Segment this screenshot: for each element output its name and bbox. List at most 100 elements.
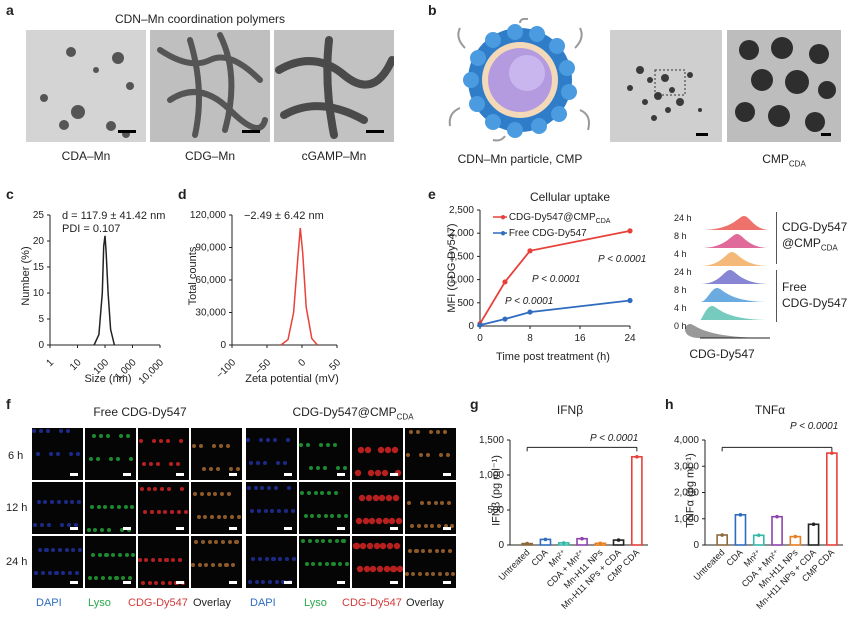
microscopy-image [138, 482, 189, 534]
cell [153, 487, 157, 491]
scale-bar [390, 581, 398, 584]
y-tick-label: 1,000 [674, 514, 699, 525]
hist-row-label-0: 24 h [674, 213, 692, 223]
cell [165, 558, 169, 562]
bar [807, 523, 820, 546]
y-tick-label: 0 [498, 540, 504, 551]
cell [385, 494, 393, 502]
y-tick-label: 1,000 [449, 275, 474, 286]
cell [274, 486, 278, 490]
cell [197, 515, 201, 519]
microscopy-grid [32, 428, 456, 590]
cell [286, 438, 290, 442]
cell [77, 500, 81, 504]
cell [382, 517, 390, 525]
cell [38, 548, 42, 552]
cell [258, 557, 262, 561]
cell [176, 462, 180, 466]
cell [326, 443, 330, 447]
cell [171, 558, 175, 562]
microscopy-image [246, 536, 297, 588]
cell [316, 466, 320, 470]
f-col-lyso-2: Lyso [304, 597, 327, 609]
cell [325, 562, 329, 566]
cell [75, 571, 79, 575]
cell [386, 542, 394, 550]
bar-point [830, 451, 834, 455]
cell [201, 540, 205, 544]
cell [68, 571, 72, 575]
cell [417, 524, 421, 528]
legend-cmp: ● CDG-Dy547@CMPCDA [500, 212, 611, 225]
cell [354, 469, 362, 477]
cell [216, 467, 220, 471]
cell [129, 457, 133, 461]
cell [143, 510, 147, 514]
f-row-6h: 6 h [8, 450, 24, 462]
cell [260, 486, 264, 490]
scale-bar [390, 473, 398, 476]
cell [194, 540, 198, 544]
cell [98, 553, 102, 557]
cell [438, 572, 442, 576]
cell [231, 563, 235, 567]
panel-h-title: TNFα [754, 403, 786, 417]
hist-group-free-2: CDG-Dy547 [782, 296, 848, 310]
f-group-free: Free CDG-Dy547 [93, 405, 187, 419]
cell [88, 576, 92, 580]
cell [51, 548, 55, 552]
cell [89, 457, 93, 461]
panel-c-ylabel: Number (%) [20, 246, 32, 306]
cell [365, 494, 373, 502]
cell [225, 563, 229, 567]
microscopy-image [299, 482, 350, 534]
panel-c-xlabel: Size (nm) [84, 373, 132, 385]
cell [259, 438, 263, 442]
bracket-line [776, 212, 777, 264]
cell [278, 557, 282, 561]
cell [441, 549, 445, 553]
cell [140, 487, 144, 491]
bar [826, 452, 838, 546]
panel-label-c: c [6, 186, 14, 202]
scale-bar [70, 581, 78, 584]
cell [141, 581, 145, 585]
cell [154, 581, 158, 585]
cell [198, 563, 202, 567]
y-tick-label: 1,500 [479, 435, 504, 446]
cell [310, 514, 314, 518]
cell [378, 494, 386, 502]
cell [101, 576, 105, 580]
y-tick-label: 0 [468, 321, 474, 332]
e-pval-8h: P < 0.0001 [532, 274, 581, 285]
f-col-cdg-2: CDG-Dy547 [342, 597, 402, 609]
panel-d-xlabel: Zeta potential (mV) [245, 373, 339, 385]
histogram-stack [672, 210, 772, 344]
histogram-4 [700, 288, 770, 302]
cell [291, 509, 295, 513]
scale-bar [443, 473, 451, 476]
cell [70, 500, 74, 504]
zeta-distribution-line [280, 227, 318, 346]
x-category-label: CDA [529, 547, 550, 568]
microscopy-image [32, 536, 83, 588]
cell [169, 462, 173, 466]
microscopy-image [138, 536, 189, 588]
bar-point [775, 514, 779, 519]
scale-bar [337, 527, 345, 530]
h-pval: P < 0.0001 [790, 421, 839, 432]
panel-label-a: a [6, 2, 14, 18]
panel-c-annot-pdi: PDI = 0.107 [62, 223, 121, 235]
hist-group-free: Free [782, 280, 807, 294]
cell [362, 517, 370, 525]
hist-row-label-3: 24 h [674, 267, 692, 277]
x-tick-label: 0 [477, 333, 483, 344]
cell [37, 500, 41, 504]
cell [437, 524, 441, 528]
bar [631, 455, 643, 546]
tem-image-cmp-overview [610, 30, 722, 142]
cell [251, 557, 255, 561]
cell [246, 438, 250, 442]
cell [158, 558, 162, 562]
panel-g-title: IFNβ [556, 403, 584, 417]
